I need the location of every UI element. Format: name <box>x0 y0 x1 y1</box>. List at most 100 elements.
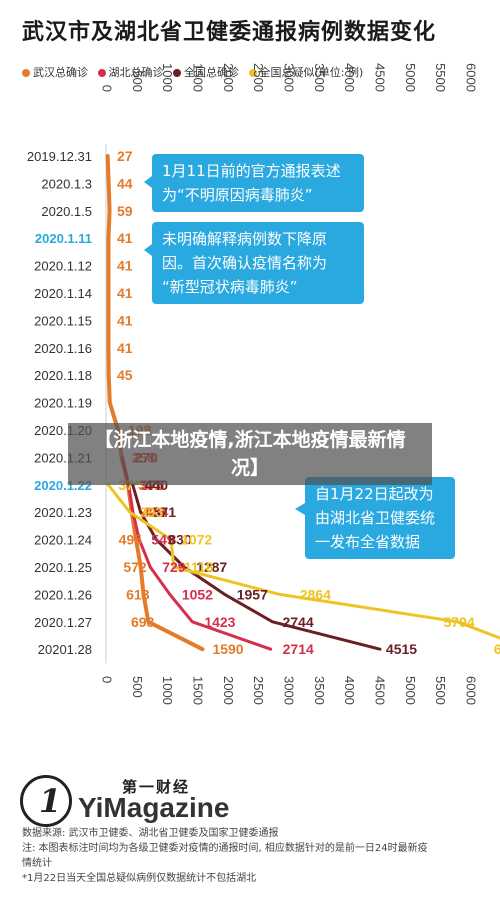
legend-item-suspected: 全国总疑似(单位: 例) <box>248 64 363 80</box>
data-label: 444 <box>145 504 169 520</box>
series-line-4 <box>106 483 500 640</box>
legend: 武汉总确诊 湖北总确诊 全国总确诊 全国总疑似(单位: 例) <box>22 64 369 80</box>
data-label: 618 <box>126 586 150 602</box>
callout-pointer <box>144 244 152 256</box>
logo-numeral: 1 <box>39 782 62 820</box>
legend-label: 全国总确诊 <box>184 66 239 79</box>
data-label: 425 <box>142 504 166 520</box>
x-tick-label: 2500 <box>251 676 266 705</box>
data-label: 41 <box>117 285 133 301</box>
x-tick-label: 1500 <box>191 63 206 92</box>
x-tick-label: 2000 <box>221 63 236 92</box>
data-label: 27 <box>117 148 133 164</box>
x-tick-label: 0 <box>100 676 115 683</box>
x-tick-label: 0 <box>100 85 115 92</box>
category-label: 2020.1.26 <box>34 587 92 602</box>
category-label: 2020.1.27 <box>34 615 92 630</box>
callout-text: 因。首次确认疫情名称为 <box>162 254 327 272</box>
data-label: 41 <box>117 340 133 356</box>
data-label: 2744 <box>282 614 313 630</box>
footer-notes: 数据来源: 武汉市卫健委、湖北省卫健委及国家卫健委通报 注: 本图表标注时间均为… <box>22 826 482 886</box>
data-label: 1957 <box>237 586 268 602</box>
note-line-1: 注: 本图表标注时间均为各级卫健委对疫情的通报时间, 相应数据针对的是前一日24… <box>22 843 428 854</box>
data-label: 59 <box>117 203 133 219</box>
legend-label: 武汉总确诊 <box>33 66 88 79</box>
data-label: 4515 <box>386 641 417 657</box>
x-tick-label: 4500 <box>373 676 388 705</box>
data-label: 1052 <box>182 586 213 602</box>
brand-name-cn: 第一财经 <box>122 778 191 796</box>
legend-dot <box>173 69 181 77</box>
data-label: 698 <box>131 614 155 630</box>
data-label: 1072 <box>181 532 212 548</box>
category-label: 2020.1.25 <box>34 560 92 575</box>
x-tick-label: 4000 <box>342 63 357 92</box>
legend-label: 湖北总确诊 <box>108 66 164 79</box>
x-tick-label: 5000 <box>403 676 418 705</box>
category-label: 2020.1.19 <box>34 396 92 411</box>
x-tick-label: 5000 <box>403 63 418 92</box>
x-tick-label: 3500 <box>312 63 327 92</box>
overlay-banner: 【浙江本地疫情,浙江本地疫情最新情 况】 <box>68 423 432 485</box>
callout-box <box>152 222 364 304</box>
legend-dot <box>22 69 30 77</box>
category-label: 2020.1.16 <box>34 341 92 356</box>
overlay-line-1: 【浙江本地疫情,浙江本地疫情最新情 <box>94 429 406 451</box>
series-line-3 <box>131 483 382 651</box>
category-label: 20201.28 <box>38 642 92 657</box>
category-label: 2020.1.18 <box>34 368 92 383</box>
callout-text: 自1月22日起改为 <box>315 485 434 503</box>
footnote: *1月22日当天全国总疑似病例仅数据统计不包括湖北 <box>22 873 257 884</box>
legend-dot <box>248 69 257 77</box>
data-label: 572 <box>123 559 147 575</box>
data-label: 1118 <box>184 559 214 575</box>
category-label: 2020.1.15 <box>34 313 92 328</box>
data-label: 2864 <box>300 586 331 602</box>
category-label: 2020.1.3 <box>41 176 92 191</box>
data-label: 5794 <box>444 614 475 630</box>
legend-dot <box>97 69 106 77</box>
data-label: 830 <box>168 532 192 548</box>
callout-text: 1月11日前的官方通报表述 <box>162 162 341 180</box>
overlay-line-2: 况】 <box>230 457 269 479</box>
callout-pointer <box>144 176 152 188</box>
category-label: 2020.1.14 <box>34 286 92 301</box>
x-tick-label: 2500 <box>251 63 266 92</box>
series-line-1 <box>105 154 205 652</box>
x-tick-label: 500 <box>130 70 145 92</box>
x-tick-label: 1000 <box>160 63 175 92</box>
legend-item-wuhan: 武汉总确诊 <box>22 64 88 80</box>
category-label: 2020.1.12 <box>34 259 92 274</box>
category-label: 2020.1.24 <box>34 533 92 548</box>
x-tick-label: 3000 <box>282 676 297 705</box>
data-label: 393 <box>140 504 164 520</box>
x-tick-label: 3000 <box>282 63 297 92</box>
data-label: 6973 <box>494 641 500 657</box>
data-label: 41 <box>117 312 133 328</box>
x-tick-label: 5500 <box>433 63 448 92</box>
line-chart: 0 500 1000 1500 2000 2500 3000 3500 4000 4500 5000… <box>27 63 500 705</box>
brand-logo-icon: 1 <box>20 775 72 827</box>
callout-text: 一发布全省数据 <box>315 533 420 551</box>
data-label: 1423 <box>204 614 235 630</box>
data-source: 数据来源: 武汉市卫健委、湖北省卫健委及国家卫健委通报 <box>22 828 279 839</box>
category-label: 2020.1.23 <box>34 505 92 520</box>
legend-item-hubei: 湖北总确诊 <box>97 64 164 80</box>
legend-item-national: 全国总确诊 <box>173 64 239 80</box>
x-tick-label: 6000 <box>464 63 479 92</box>
callout-text: 为“不明原因病毒肺炎” <box>162 186 313 204</box>
callout-box <box>305 477 455 559</box>
data-label: 41 <box>117 258 133 274</box>
x-tick-label: 3500 <box>312 676 327 705</box>
series-line-2 <box>120 455 273 651</box>
chart-title: 武汉市及湖北省卫健委通报病例数据变化 <box>22 20 437 45</box>
callout-box <box>152 154 364 212</box>
brand-name-en: YiMagazine <box>78 792 230 823</box>
data-label: 44 <box>117 175 133 191</box>
x-tick-label: 500 <box>130 676 145 698</box>
data-label: 1287 <box>196 559 227 575</box>
callout-text: 由湖北省卫健委统 <box>315 509 435 527</box>
data-label: 571 <box>153 504 177 520</box>
x-tick-label: 1000 <box>160 676 175 705</box>
data-label: 729 <box>162 559 186 575</box>
